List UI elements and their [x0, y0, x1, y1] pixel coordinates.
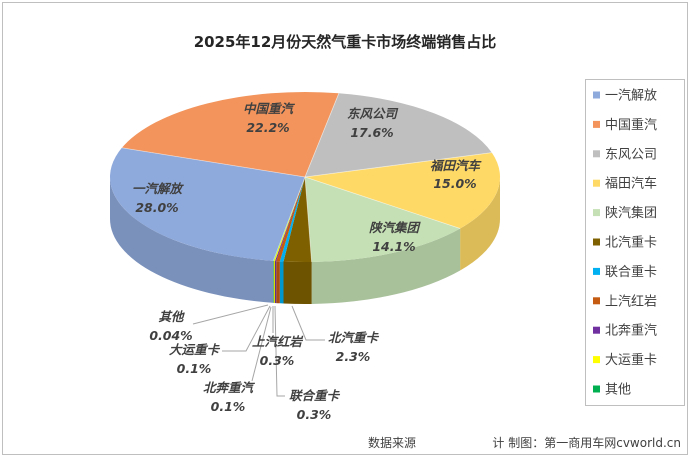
legend-marker — [593, 150, 600, 158]
pie-slice-4 — [305, 177, 461, 262]
pie-slice-1 — [121, 91, 339, 177]
legend-label: 其他 — [605, 383, 631, 398]
data-label-value-6: 0.3% — [297, 407, 332, 422]
legend-marker — [593, 356, 600, 364]
pie-slice-side-9 — [273, 260, 276, 303]
legend-marker — [593, 179, 600, 187]
legend-item-0: 一汽解放 — [593, 89, 657, 104]
legend-item-2: 东风公司 — [593, 147, 657, 162]
data-label-value-4: 14.1% — [372, 239, 415, 254]
slice-separator — [304, 176, 461, 229]
pie-slice-side-4 — [311, 228, 461, 304]
pie-slice-7 — [276, 177, 305, 262]
legend-item-10: 其他 — [593, 383, 631, 398]
legend-item-9: 大运重卡 — [593, 352, 657, 368]
slice-separator — [121, 147, 306, 178]
data-label-value-7: 0.3% — [260, 353, 295, 368]
footer-credit: 计 制图：第一商用车网cvworld.cn — [492, 435, 681, 450]
data-label-value-9: 0.1% — [177, 361, 212, 376]
data-label-value-5: 2.3% — [336, 349, 371, 364]
data-labels: 一汽解放 28.0% 中国重汽 22.2% 东风公司 17.6% 福田汽车 15.0% 陕汽集团… — [132, 101, 483, 422]
legend-item-5: 北汽重卡 — [593, 235, 657, 251]
leader-line-10 — [192, 304, 269, 325]
legend-label: 一汽解放 — [605, 89, 657, 104]
legend-label: 大运重卡 — [605, 352, 657, 368]
pie-slice-side-0 — [110, 177, 274, 303]
data-label-name-9: 大运重卡 — [169, 342, 221, 357]
slice-separator — [304, 152, 492, 178]
data-label-name-7: 上汽红岩 — [252, 334, 304, 349]
pie-tops — [110, 91, 501, 262]
legend-label: 北奔重汽 — [605, 323, 657, 339]
legend-marker — [593, 297, 600, 305]
data-label-value-8: 0.1% — [211, 399, 246, 414]
pie-slice-8 — [275, 177, 305, 262]
data-label-name-0: 一汽解放 — [132, 181, 185, 196]
legend-label: 中国重汽 — [605, 117, 657, 133]
data-label-name-2: 东风公司 — [347, 106, 399, 121]
footer-source: 数据来源 — [368, 435, 416, 450]
data-label-value-3: 15.0% — [433, 176, 476, 191]
legend-item-3: 福田汽车 — [593, 176, 657, 192]
pie-slice-side-8 — [275, 260, 277, 304]
legend: 一汽解放中国重汽东风公司福田汽车陕汽集团北汽重卡联合重卡上汽红岩北奔重汽大运重卡… — [585, 79, 685, 406]
data-label-value-2: 17.6% — [350, 125, 393, 140]
legend-label: 联合重卡 — [605, 264, 657, 280]
legend-marker — [593, 120, 600, 128]
pie-slice-side-6 — [279, 261, 284, 304]
legend-marker — [593, 238, 600, 246]
leader-lines — [192, 304, 325, 397]
leader-line-5 — [291, 305, 325, 341]
pie-slice-side-3 — [460, 177, 500, 271]
data-label-name-5: 北汽重卡 — [328, 330, 380, 345]
legend-item-7: 上汽红岩 — [593, 293, 657, 309]
legend-item-4: 陕汽集团 — [593, 205, 657, 221]
data-label-name-10: 其他 — [158, 309, 185, 324]
legend-marker — [593, 326, 600, 334]
legend-item-1: 中国重汽 — [593, 117, 657, 133]
pie-slice-6 — [279, 177, 305, 262]
legend-box — [585, 79, 685, 406]
data-label-name-4: 陕汽集团 — [369, 220, 422, 235]
legend-label: 上汽红岩 — [605, 293, 657, 309]
data-label-name-1: 中国重汽 — [243, 101, 296, 116]
legend-label: 福田汽车 — [605, 176, 657, 192]
data-label-name-3: 福田汽车 — [430, 158, 483, 173]
legend-label: 东风公司 — [605, 147, 657, 162]
pie-sides — [110, 177, 500, 304]
legend-marker — [593, 267, 600, 275]
legend-label: 北汽重卡 — [605, 235, 657, 251]
legend-marker — [593, 209, 600, 217]
legend-marker — [593, 91, 600, 99]
slice-separator — [272, 176, 306, 262]
pie-slice-5 — [283, 177, 312, 262]
data-label-name-6: 联合重卡 — [289, 388, 341, 403]
pie-slice-3 — [305, 152, 501, 229]
pie-slice-side-7 — [276, 261, 280, 304]
pie-slice-2 — [305, 93, 492, 177]
data-label-name-8: 北奔重汽 — [203, 380, 256, 395]
pie-slice-0 — [110, 147, 305, 261]
data-label-value-10: 0.04% — [149, 328, 192, 343]
legend-item-6: 联合重卡 — [593, 264, 657, 280]
legend-item-8: 北奔重汽 — [593, 323, 657, 339]
slice-separator — [304, 176, 313, 262]
leader-line-8 — [251, 306, 272, 382]
chart-title: 2025年12月份天然气重卡市场终端销售占比 — [194, 33, 497, 51]
leader-line-6 — [274, 305, 285, 397]
data-label-value-0: 28.0% — [135, 200, 178, 215]
pie-slice-side-5 — [283, 261, 312, 304]
legend-marker — [593, 385, 600, 393]
data-label-value-1: 22.2% — [246, 120, 289, 135]
legend-label: 陕汽集团 — [605, 205, 657, 221]
leader-line-9 — [222, 305, 271, 352]
slice-separator — [304, 93, 340, 178]
